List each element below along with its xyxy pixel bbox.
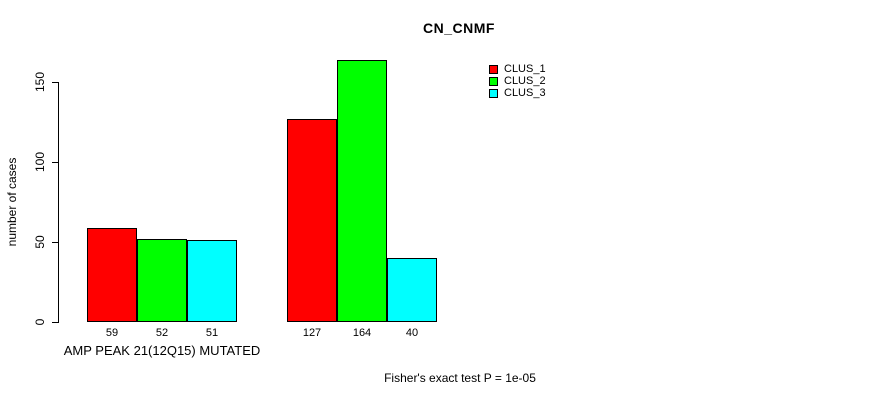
- legend-label: CLUS_2: [504, 75, 546, 87]
- legend-item-clus_1: CLUS_1: [489, 63, 546, 75]
- legend-swatch-clus_2: [489, 77, 498, 86]
- bar-value-label: 52: [155, 327, 169, 339]
- bar-clus_3-group1: [187, 240, 237, 322]
- y-tick-label: 0: [33, 318, 47, 326]
- y-axis-tick: [52, 82, 58, 83]
- x-axis-group-label: AMP PEAK 21(12Q15) MUTATED: [63, 343, 261, 358]
- bar-value-label: 59: [105, 327, 119, 339]
- legend: CLUS_1 CLUS_2 CLUS_3: [489, 63, 546, 99]
- y-axis-line: [58, 82, 59, 323]
- chart-title: CN_CNMF: [423, 20, 495, 36]
- legend-swatch-clus_1: [489, 65, 498, 74]
- legend-swatch-clus_3: [489, 89, 498, 98]
- y-tick-label: 50: [33, 235, 47, 249]
- legend-label: CLUS_1: [504, 63, 546, 75]
- bar-clus_2-group2: [337, 60, 387, 322]
- bar-clus_3-group2: [387, 258, 437, 322]
- bar-value-label: 40: [405, 327, 419, 339]
- legend-item-clus_3: CLUS_3: [489, 87, 546, 99]
- y-axis-tick: [52, 322, 58, 323]
- bar-clus_1-group2: [287, 119, 337, 322]
- bar-clus_2-group1: [137, 239, 187, 322]
- y-axis-tick: [52, 242, 58, 243]
- y-tick-label: 150: [33, 71, 47, 93]
- bar-value-label: 51: [205, 327, 219, 339]
- y-tick-label: 100: [33, 151, 47, 173]
- y-axis-tick: [52, 162, 58, 163]
- bar-clus_1-group1: [87, 228, 137, 322]
- bar-value-label: 127: [302, 327, 322, 339]
- bar-value-label: 164: [352, 327, 372, 339]
- stat-annotation: Fisher's exact test P = 1e-05: [384, 371, 536, 385]
- y-axis-label: number of cases: [5, 157, 19, 247]
- legend-item-clus_2: CLUS_2: [489, 75, 546, 87]
- legend-label: CLUS_3: [504, 87, 546, 99]
